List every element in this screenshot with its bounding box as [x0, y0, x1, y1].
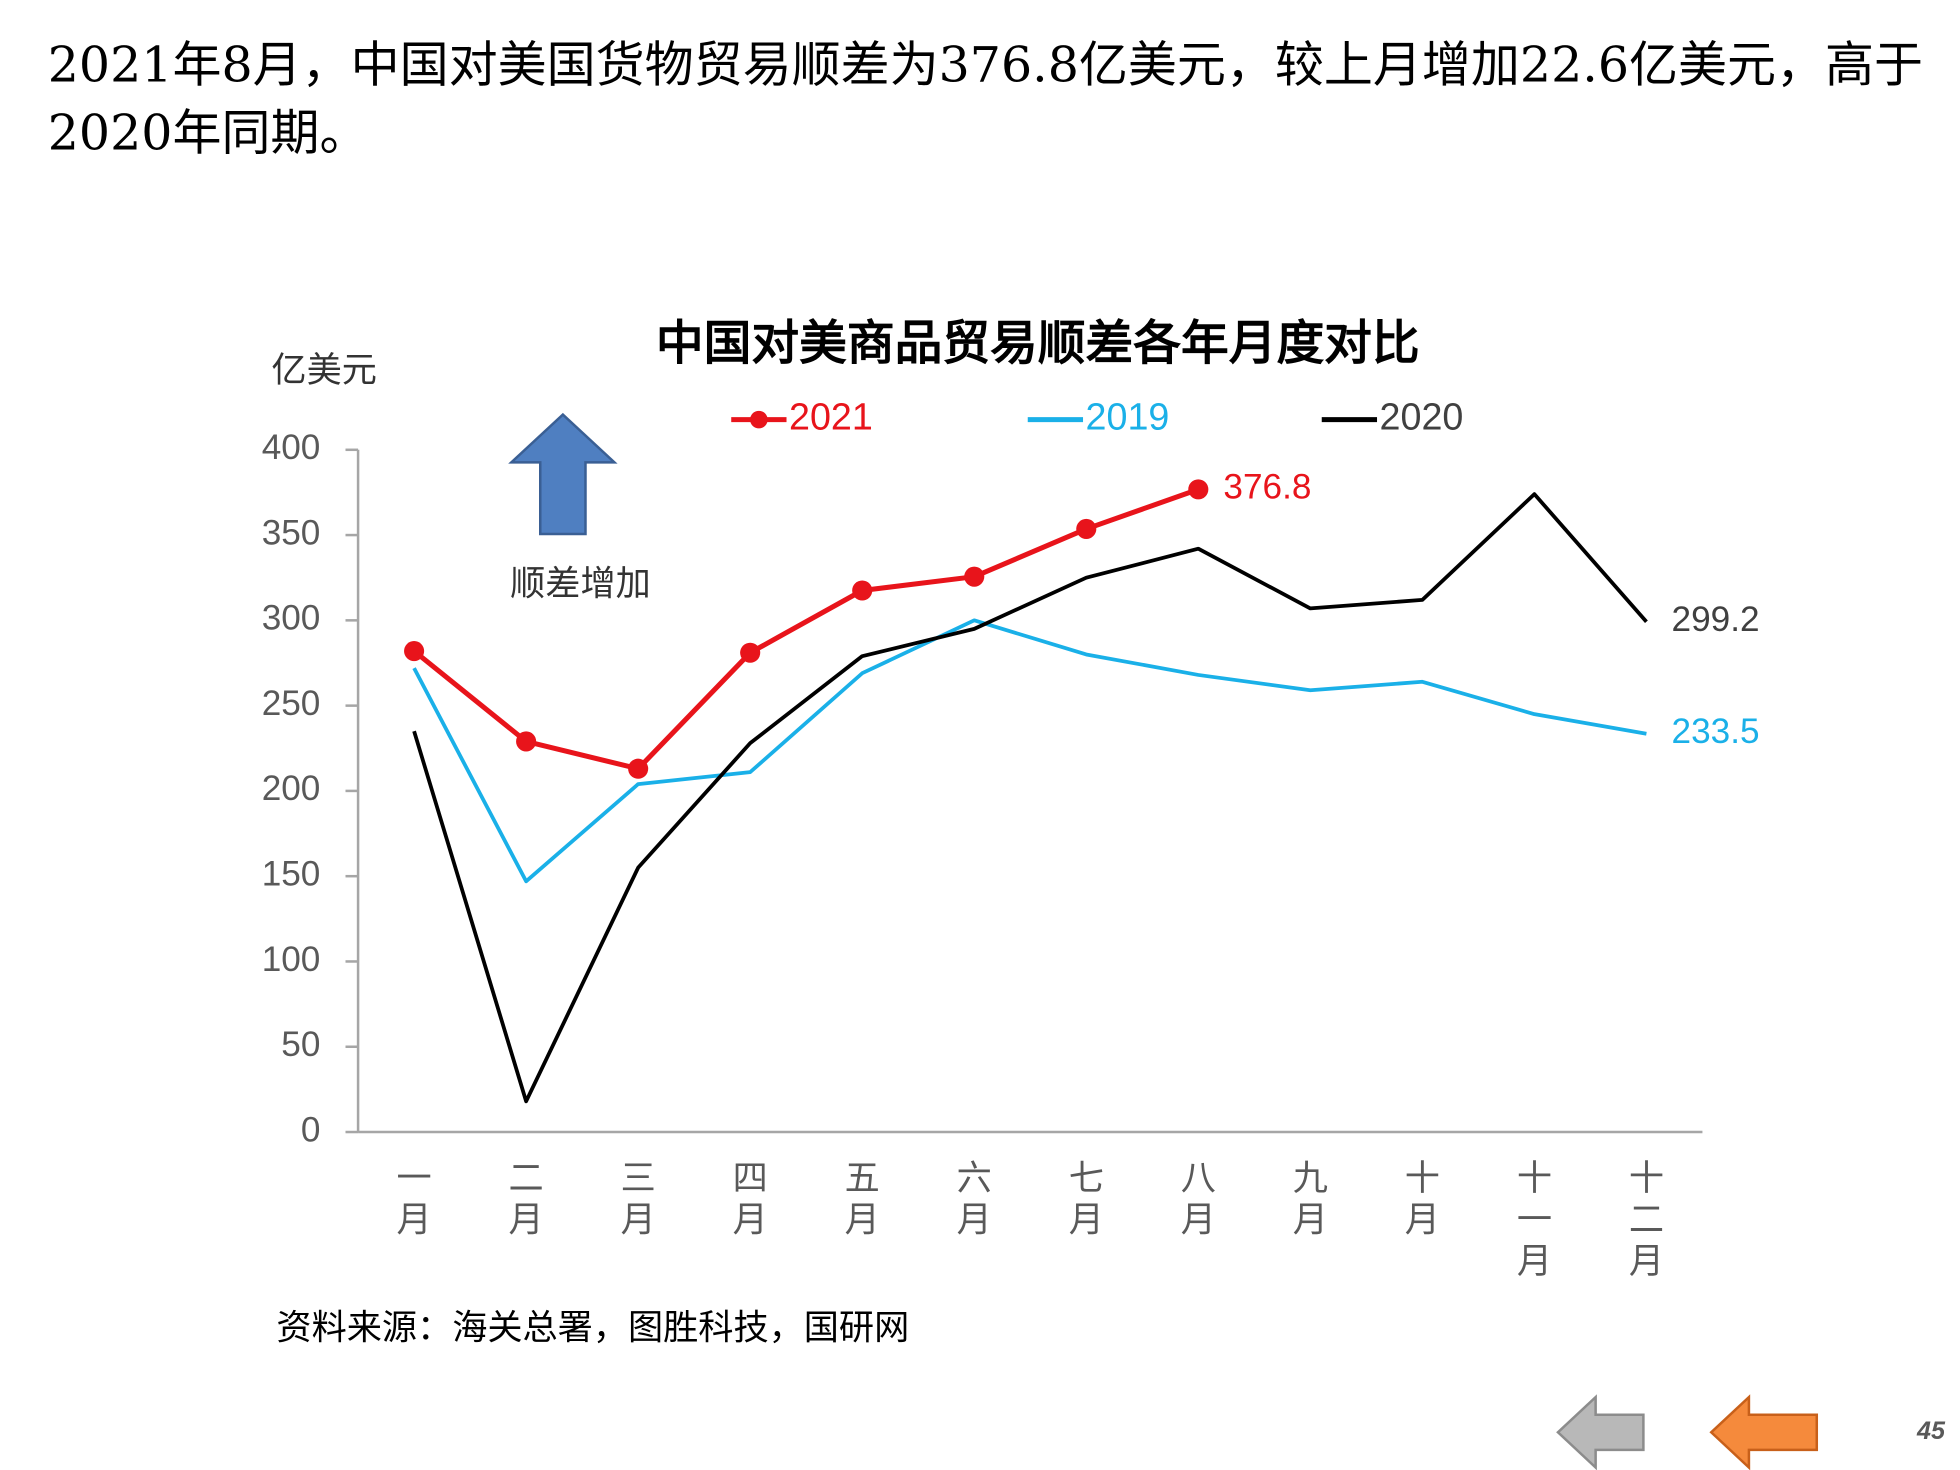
page-number: 45 [1916, 1417, 1946, 1445]
data-point [404, 641, 425, 662]
y-tick-label: 200 [262, 769, 321, 808]
x-tick-label: 八月 [1181, 1158, 1216, 1240]
data-point [628, 758, 649, 779]
legend-label: 2020 [1380, 396, 1464, 438]
data-point [1076, 518, 1097, 539]
series-line [412, 492, 1648, 1104]
x-tick-label: 六月 [957, 1158, 992, 1240]
x-tick-label: 一月 [397, 1158, 432, 1240]
y-tick-label: 0 [301, 1110, 321, 1149]
headline: 2021年8月，中国对美国货物贸易顺差为376.8亿美元，较上月增加22.6亿美… [47, 37, 1924, 163]
source-note: 资料来源：海关总署，图胜科技，国研网 [276, 1308, 909, 1349]
y-tick-label: 300 [262, 599, 321, 638]
y-tick-label: 350 [262, 513, 321, 552]
value-label: 376.8 [1223, 468, 1311, 507]
y-tick-label: 400 [262, 428, 321, 467]
data-point [516, 731, 537, 752]
chart-title: 中国对美商品贸易顺差各年月度对比 [656, 315, 1420, 371]
x-tick-label: 十一月 [1517, 1158, 1552, 1282]
next-button[interactable] [1709, 1394, 1819, 1470]
legend-label: 2019 [1086, 396, 1170, 438]
x-tick-label: 二月 [509, 1158, 544, 1240]
x-tick-label: 十二月 [1629, 1158, 1664, 1282]
y-tick-label: 250 [262, 684, 321, 723]
prev-button[interactable] [1556, 1394, 1645, 1470]
y-tick-label: 50 [281, 1025, 320, 1064]
x-tick-label: 十月 [1405, 1158, 1440, 1240]
increase-arrow [508, 412, 618, 536]
headline-box: 2021年8月，中国对美国货物贸易顺差为376.8亿美元，较上月增加22.6亿美… [47, 37, 1924, 163]
legend-marker [750, 410, 768, 429]
data-point [740, 642, 761, 663]
y-axis-label: 亿美元 [271, 350, 376, 391]
x-tick-label: 四月 [733, 1158, 768, 1240]
x-tick-label: 五月 [845, 1158, 880, 1240]
data-point [852, 580, 873, 601]
y-tick-label: 150 [262, 854, 321, 893]
annotation: 顺差增加 [510, 564, 651, 605]
data-point [964, 566, 985, 587]
x-tick-label: 九月 [1293, 1158, 1328, 1240]
series-line [412, 618, 1647, 884]
data-point [1188, 479, 1209, 500]
x-tick-label: 三月 [621, 1158, 656, 1240]
x-tick-label: 七月 [1069, 1158, 1104, 1240]
value-label: 233.5 [1672, 712, 1760, 751]
value-label: 299.2 [1672, 600, 1760, 639]
series-line [412, 486, 1200, 772]
y-tick-label: 100 [262, 940, 321, 979]
legend-label: 2021 [789, 396, 873, 438]
